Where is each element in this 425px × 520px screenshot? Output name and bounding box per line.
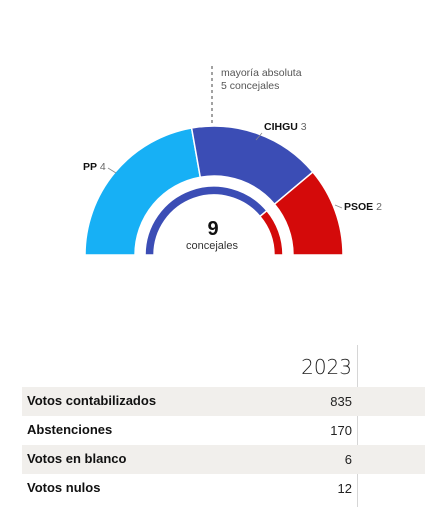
row-label: Votos en blanco bbox=[27, 451, 127, 466]
row-value: 12 bbox=[337, 481, 352, 496]
party-labels: PP 4 CIHGU 3 PSOE 2 bbox=[83, 121, 382, 213]
table-row: Votos contabilizados 835 bbox=[22, 387, 425, 416]
row-value: 170 bbox=[330, 423, 352, 438]
year-header: 2023 bbox=[22, 345, 425, 387]
label-leader bbox=[107, 167, 117, 174]
seat-arc-psoe bbox=[273, 171, 344, 256]
table-row: Abstenciones 170 bbox=[22, 416, 425, 445]
row-label: Votos nulos bbox=[27, 480, 101, 495]
row-label: Votos contabilizados bbox=[27, 393, 157, 408]
party-label-cihgu: CIHGU 3 bbox=[264, 121, 307, 133]
inner-ring bbox=[144, 185, 284, 256]
column-divider bbox=[357, 345, 358, 507]
inner-arc-1 bbox=[258, 209, 284, 256]
label-leader bbox=[334, 204, 343, 209]
table-row: Votos en blanco 6 bbox=[22, 445, 425, 474]
majority-sublabel: 5 concejales bbox=[221, 80, 279, 92]
seat-arc-pp bbox=[84, 127, 202, 256]
majority-label: mayoría absoluta bbox=[221, 67, 302, 79]
center-value: 9 bbox=[207, 218, 218, 240]
label-leader bbox=[255, 132, 263, 141]
row-value: 835 bbox=[330, 394, 352, 409]
year-label: 2023 bbox=[301, 355, 352, 379]
outer-ring bbox=[84, 125, 344, 256]
party-label-psoe: PSOE 2 bbox=[344, 201, 382, 213]
center-label: concejales bbox=[186, 240, 238, 252]
party-label-pp: PP 4 bbox=[83, 161, 106, 173]
results-table: 2023 Votos contabilizados 835 Abstencion… bbox=[22, 345, 425, 507]
row-value: 6 bbox=[344, 452, 352, 467]
table-row: Votos nulos 12 bbox=[22, 474, 425, 503]
row-label: Abstenciones bbox=[27, 422, 113, 437]
parliament-chart: mayoría absoluta 5 concejales PP 4 CIHGU … bbox=[83, 66, 382, 256]
